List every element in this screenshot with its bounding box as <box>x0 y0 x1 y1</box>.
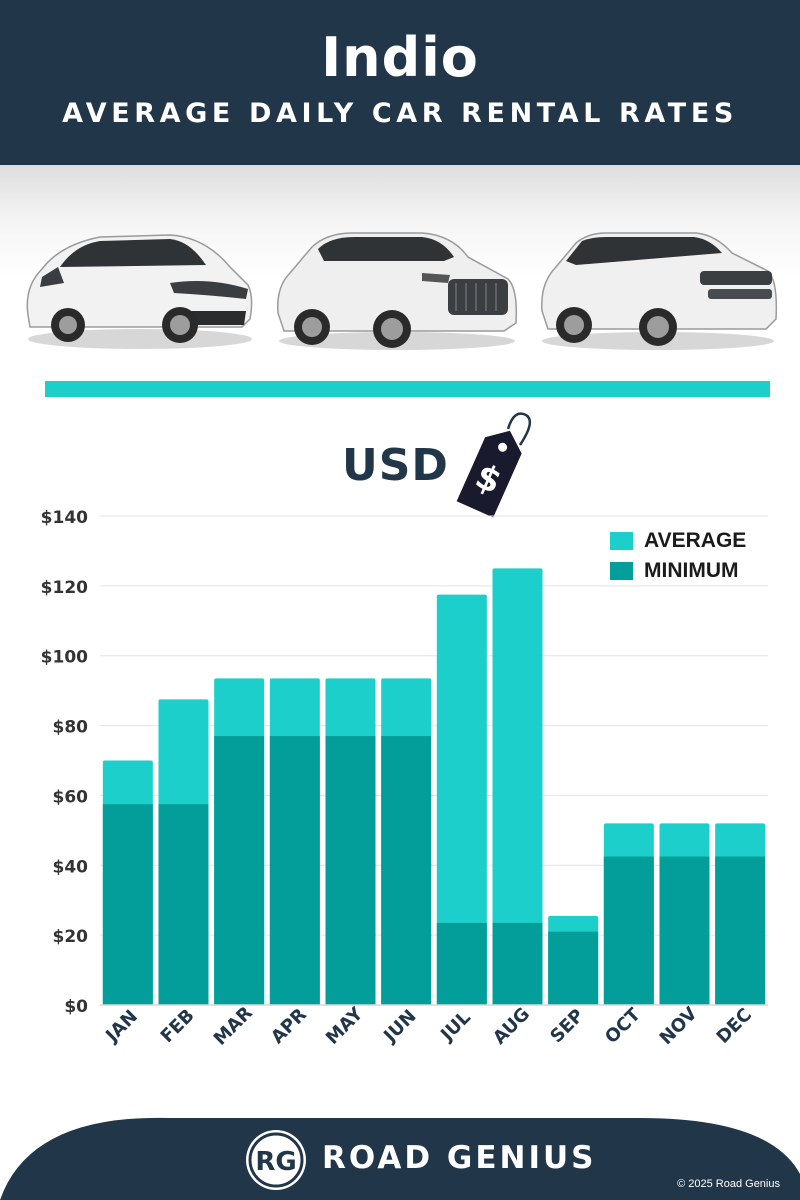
y-tick-label: $60 <box>53 787 89 807</box>
hatchback-car-image <box>26 234 253 349</box>
bar-minimum <box>715 856 766 1005</box>
x-tick-label: NOV <box>656 1003 702 1049</box>
y-tick-label: $20 <box>53 927 89 947</box>
section-divider <box>45 381 770 397</box>
footer-banner <box>0 1117 800 1200</box>
y-tick-label: $140 <box>41 508 88 528</box>
luxury-suv-car-image <box>541 232 778 350</box>
x-tick-label: SEP <box>546 1005 588 1047</box>
bar-minimum <box>102 804 153 1005</box>
bar-average <box>492 568 543 1005</box>
x-tick-label: MAY <box>322 1003 368 1049</box>
legend-label-minimum: MINIMUM <box>644 559 739 582</box>
copyright-text: © 2025 Road Genius <box>677 1178 780 1190</box>
logo-monogram: RG <box>255 1147 296 1177</box>
y-tick-label: $0 <box>64 997 88 1017</box>
y-tick-label: $80 <box>53 718 89 738</box>
bar-minimum <box>214 736 265 1005</box>
x-tick-label: JAN <box>100 1006 142 1048</box>
y-tick-label: $120 <box>41 578 88 598</box>
page-subtitle: AVERAGE DAILY CAR RENTAL RATES <box>62 98 738 129</box>
suv-car-image <box>277 232 518 350</box>
currency-label: USD <box>342 440 449 491</box>
legend-item-average: AVERAGE <box>610 526 746 556</box>
road-genius-logo-icon: RG <box>246 1130 306 1190</box>
city-title: Indio <box>321 26 479 89</box>
bar-average <box>436 594 487 1005</box>
x-tick-label: MAR <box>210 1002 257 1049</box>
bar-minimum <box>659 856 710 1005</box>
x-tick-label: JUN <box>379 1006 421 1048</box>
bar-minimum <box>492 922 543 1005</box>
bar-minimum <box>325 736 376 1005</box>
y-tick-label: $40 <box>53 857 89 877</box>
x-tick-label: OCT <box>601 1004 645 1048</box>
price-tag-icon: $ <box>456 412 532 518</box>
x-tick-label: JUL <box>436 1007 475 1046</box>
bar-minimum <box>158 804 209 1005</box>
bar-minimum <box>548 931 599 1005</box>
chart-legend: AVERAGE MINIMUM <box>610 526 746 586</box>
y-tick-label: $100 <box>41 648 88 668</box>
header-banner: Indio AVERAGE DAILY CAR RENTAL RATES <box>0 0 800 165</box>
x-tick-label: AUG <box>489 1004 534 1049</box>
cars-banner <box>0 165 800 370</box>
bar-minimum <box>436 922 487 1005</box>
x-tick-label: DEC <box>713 1004 756 1047</box>
legend-label-average: AVERAGE <box>644 529 747 552</box>
x-tick-label: FEB <box>157 1005 199 1047</box>
bar-minimum <box>269 736 320 1005</box>
legend-swatch-minimum <box>610 562 633 580</box>
brand-name: ROAD GENIUS <box>322 1140 597 1176</box>
legend-item-minimum: MINIMUM <box>610 556 746 586</box>
bar-minimum <box>603 856 654 1005</box>
bar-minimum <box>381 736 432 1005</box>
rental-rates-bar-chart: $0 $20 $40 $60 $80 $100 $120 $140 JAN FEB MAR APR MA… <box>41 508 768 1050</box>
legend-swatch-average <box>610 532 633 550</box>
x-tick-label: APR <box>267 1004 311 1048</box>
